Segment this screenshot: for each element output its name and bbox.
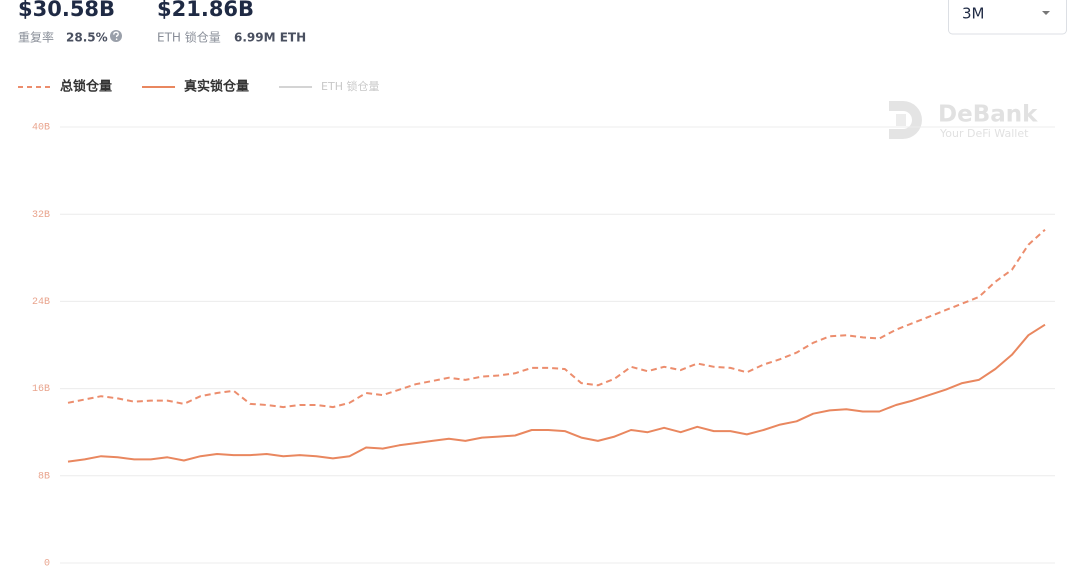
logo-inner <box>896 114 906 126</box>
legend-label[interactable]: ETH 锁仓量 <box>321 79 379 93</box>
brand: DeBank <box>938 102 1038 128</box>
total-value: $30.58B <box>18 0 115 21</box>
series-line <box>67 323 1046 463</box>
y-tick-label: 32B <box>32 210 50 221</box>
plot: 0 8B 16B 24B 32B 40B <box>32 123 1055 570</box>
tagline: Your DeFi Wallet <box>939 127 1029 140</box>
y-tick-label: 16B <box>32 384 50 395</box>
eth-value: 6.99M ETH <box>234 31 306 45</box>
real-value: $21.86B <box>157 0 254 21</box>
help-dot[interactable] <box>115 38 118 40</box>
range-value[interactable]: 3M <box>962 5 985 23</box>
repeat-rate: 28.5% <box>66 31 108 45</box>
legend-label[interactable]: 总锁仓量 <box>60 79 112 95</box>
range-caret[interactable] <box>1042 11 1050 15</box>
y-tick-label: 0 <box>44 559 50 570</box>
y-tick-label: 8B <box>38 471 50 482</box>
legend-label[interactable]: 真实锁仓量 <box>184 79 249 95</box>
watermark: DeBank Your DeFi Wallet <box>889 101 1038 140</box>
series-line <box>67 228 1046 409</box>
help-icon[interactable] <box>110 30 122 42</box>
range-box[interactable] <box>948 0 1067 35</box>
logo <box>889 101 922 139</box>
legend-item[interactable]: ETH 锁仓量 <box>279 79 379 93</box>
repeat-label: 重复率 <box>18 30 54 45</box>
legend-item[interactable]: 真实锁仓量 <box>142 79 249 95</box>
eth-label: ETH 锁仓量 <box>157 30 221 45</box>
y-tick-label: 24B <box>32 297 50 308</box>
legend-item[interactable]: 总锁仓量 <box>18 79 112 95</box>
range-select[interactable]: 3M <box>948 0 1067 35</box>
y-tick-label: 40B <box>32 123 50 134</box>
help-glyph[interactable] <box>113 31 119 37</box>
legend: 总锁仓量 真实锁仓量 ETH 锁仓量 <box>18 79 379 95</box>
